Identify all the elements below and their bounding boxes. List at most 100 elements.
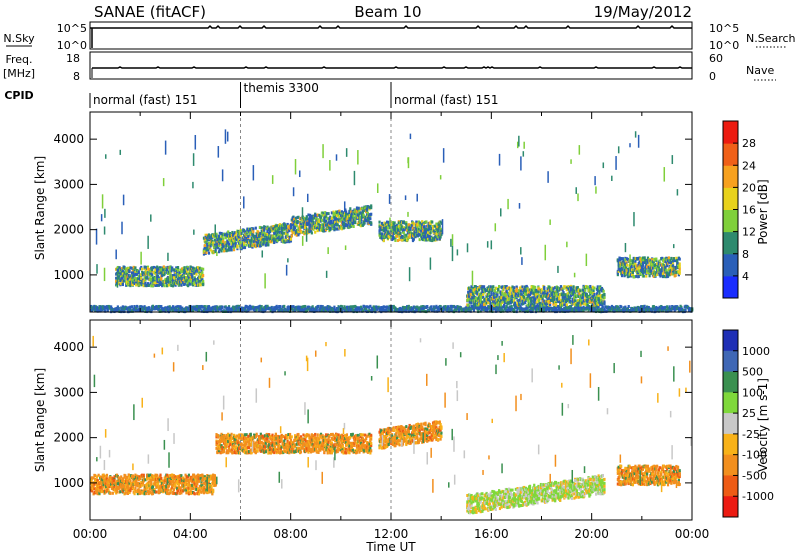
range-cell xyxy=(141,305,144,309)
range-cell xyxy=(384,231,387,235)
range-cell xyxy=(153,266,156,270)
range-cell xyxy=(634,261,637,265)
range-cell xyxy=(227,309,230,313)
range-cell xyxy=(176,272,180,276)
range-cell xyxy=(489,301,492,305)
range-cell xyxy=(149,282,152,286)
range-cell xyxy=(647,264,650,268)
range-cell xyxy=(651,258,654,262)
range-cell xyxy=(212,246,216,250)
range-cell xyxy=(226,234,229,238)
range-cell xyxy=(609,308,612,312)
range-cell xyxy=(157,276,160,280)
range-cell xyxy=(253,309,257,313)
range-cell xyxy=(257,230,260,234)
range-cell xyxy=(384,224,387,228)
range-cell xyxy=(513,289,516,293)
range-cell xyxy=(290,218,293,222)
range-cell xyxy=(527,298,530,302)
range-cell xyxy=(533,305,537,309)
range-cell xyxy=(291,222,294,226)
range-cell xyxy=(411,235,414,239)
range-cell xyxy=(283,226,287,230)
range-cell xyxy=(524,307,527,311)
range-cell xyxy=(477,307,481,311)
range-cell xyxy=(475,296,478,300)
range-cell xyxy=(629,271,632,275)
range-cell xyxy=(390,234,393,238)
range-cell xyxy=(626,307,629,311)
range-cell xyxy=(426,305,429,309)
range-cell xyxy=(347,309,350,313)
range-cell xyxy=(162,265,165,269)
range-cell xyxy=(421,309,424,313)
range-cell xyxy=(233,309,237,313)
range-cell xyxy=(523,301,527,305)
range-cell xyxy=(284,238,288,242)
range-cell xyxy=(549,289,552,293)
range-cell xyxy=(203,307,206,311)
range-cell xyxy=(358,212,361,216)
range-cell xyxy=(219,242,222,246)
range-cell xyxy=(680,305,683,309)
range-cell xyxy=(502,288,505,292)
range-cell xyxy=(240,232,243,236)
range-cell xyxy=(120,282,123,286)
range-cell xyxy=(199,273,202,277)
range-cell xyxy=(602,289,605,293)
range-cell xyxy=(368,215,371,219)
range-cell xyxy=(487,293,491,297)
range-cell xyxy=(261,235,264,239)
range-cell xyxy=(246,307,249,311)
range-cell xyxy=(192,279,195,283)
range-cell xyxy=(494,293,497,297)
range-cell xyxy=(129,284,132,288)
range-cell xyxy=(370,206,373,210)
freq-left-tick-top: 18 xyxy=(66,52,80,65)
range-cell xyxy=(509,286,512,290)
range-cell xyxy=(565,303,568,307)
range-cell xyxy=(172,268,175,272)
range-cell xyxy=(338,209,341,213)
range-cell xyxy=(402,231,405,235)
range-cell xyxy=(269,308,272,312)
range-cell xyxy=(371,309,374,313)
range-cell xyxy=(301,217,304,221)
range-cell xyxy=(618,307,621,311)
range-cell xyxy=(450,308,453,312)
range-cell xyxy=(630,264,634,268)
range-cell xyxy=(384,305,387,309)
range-cell xyxy=(603,307,606,311)
range-cell xyxy=(287,305,290,309)
range-cell xyxy=(667,309,670,313)
range-cell xyxy=(233,239,237,243)
range-cell xyxy=(123,265,126,269)
range-cell xyxy=(577,309,580,313)
range-cell xyxy=(572,307,575,311)
range-cell xyxy=(552,290,555,294)
range-cell xyxy=(518,308,522,312)
range-cell xyxy=(272,237,275,241)
range-cell xyxy=(160,309,163,313)
range-cell xyxy=(620,305,623,309)
range-cell xyxy=(140,265,143,269)
range-cell xyxy=(631,271,634,275)
range-cell xyxy=(174,270,177,274)
range-cell xyxy=(367,305,370,309)
range-cell xyxy=(584,288,587,292)
range-cell xyxy=(249,231,252,235)
range-cell xyxy=(480,294,483,298)
range-cell xyxy=(345,213,349,217)
range-cell xyxy=(392,237,395,241)
range-cell xyxy=(638,269,641,273)
range-cell xyxy=(286,230,289,234)
range-cell xyxy=(587,287,590,291)
range-cell xyxy=(382,239,385,243)
range-cell xyxy=(539,294,543,298)
range-cell xyxy=(209,244,212,248)
range-cell xyxy=(280,231,283,235)
range-cell xyxy=(225,249,228,253)
range-cell xyxy=(498,285,501,289)
range-cell xyxy=(110,305,113,309)
range-cell xyxy=(477,296,481,300)
